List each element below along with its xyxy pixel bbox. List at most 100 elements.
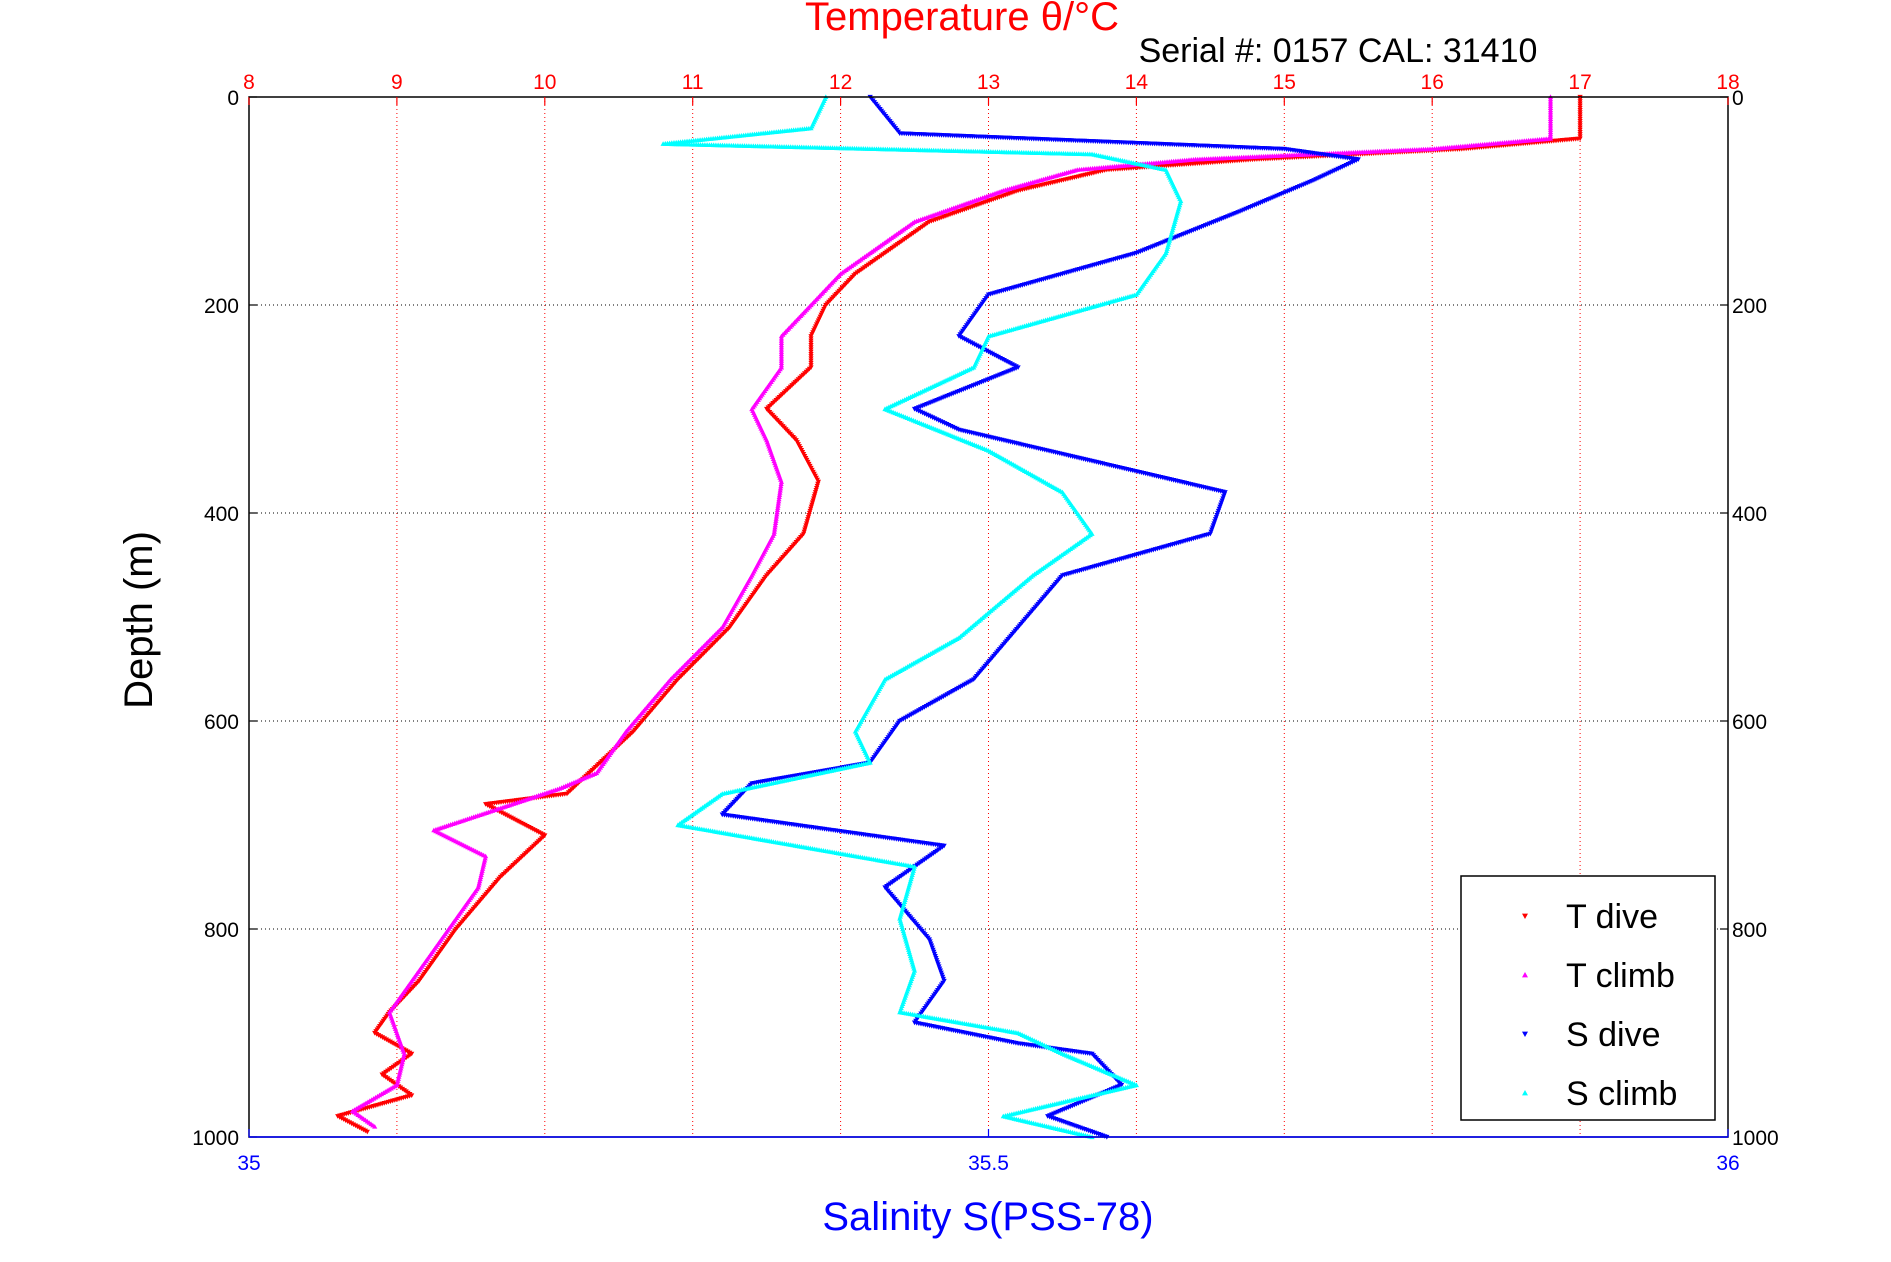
data-point xyxy=(481,861,487,867)
series-s-dive xyxy=(719,94,1361,1140)
data-point xyxy=(772,520,779,526)
data-point xyxy=(772,524,778,530)
temperature-axis-title: Temperature θ/°C xyxy=(805,0,1119,39)
data-point xyxy=(483,853,489,859)
data-point xyxy=(778,483,784,489)
data-point xyxy=(772,522,778,528)
temperature-tick-label: 14 xyxy=(1125,71,1149,94)
data-point xyxy=(477,878,483,884)
data-point xyxy=(773,513,780,519)
legend-label-t-dive: T dive xyxy=(1566,898,1658,936)
data-point xyxy=(482,855,488,861)
data-point xyxy=(778,481,784,487)
data-point xyxy=(372,1124,378,1129)
depth-axis-title: Depth (m) xyxy=(117,531,161,709)
data-point xyxy=(397,1067,403,1073)
data-point xyxy=(774,509,780,515)
data-point xyxy=(772,526,778,532)
data-point xyxy=(480,866,486,871)
data-point xyxy=(364,1129,370,1135)
temperature-tick-label: 13 xyxy=(977,71,1000,94)
data-point xyxy=(773,518,779,523)
temperature-tick-label: 8 xyxy=(243,71,255,94)
series-s-climb xyxy=(660,94,1184,1140)
depth-tick-label-left: 400 xyxy=(204,503,239,526)
salinity-tick-label: 35 xyxy=(237,1152,260,1175)
serial-cal-label: Serial #: 0157 CAL: 31410 xyxy=(1139,32,1538,70)
data-point xyxy=(476,880,482,886)
series-t-climb xyxy=(349,94,1554,1129)
data-point xyxy=(395,1078,401,1083)
legend-box xyxy=(1460,875,1716,1121)
data-layer xyxy=(335,94,1583,1140)
legend-marker xyxy=(1522,1090,1528,1096)
data-point xyxy=(399,1059,405,1065)
data-point xyxy=(478,872,484,877)
data-point xyxy=(478,874,484,880)
data-point xyxy=(777,487,783,493)
depth-tick-label-left: 200 xyxy=(204,295,239,318)
temperature-tick-label: 16 xyxy=(1421,71,1444,94)
data-point xyxy=(776,496,782,502)
depth-tick-label-left: 800 xyxy=(204,919,239,942)
data-point xyxy=(776,498,782,504)
legend-label-t-climb: T climb xyxy=(1566,957,1675,995)
data-point xyxy=(774,511,780,517)
data-point xyxy=(481,859,487,865)
legend-label-s-climb: S climb xyxy=(1566,1075,1677,1113)
data-point xyxy=(398,1065,404,1071)
data-point xyxy=(476,882,482,888)
data-point xyxy=(480,864,486,869)
legend-label-s-dive: S dive xyxy=(1566,1016,1661,1054)
salinity-tick-label: 36 xyxy=(1716,1152,1739,1175)
temperature-tick-label: 17 xyxy=(1568,71,1591,94)
depth-tick-label-right: 1000 xyxy=(1732,1127,1779,1150)
depth-tick-label-right: 400 xyxy=(1732,503,1767,526)
salinity-axis-title: Salinity S(PSS-78) xyxy=(822,1195,1153,1239)
salinity-tick-label: 35.5 xyxy=(968,1152,1009,1175)
depth-tick-label-right: 600 xyxy=(1732,711,1767,734)
temperature-tick-label: 15 xyxy=(1273,71,1296,94)
data-point xyxy=(395,1076,401,1081)
data-point xyxy=(400,1055,406,1061)
data-point xyxy=(774,507,781,513)
data-point xyxy=(398,1063,404,1069)
data-point xyxy=(482,857,488,863)
temperature-tick-label: 18 xyxy=(1716,71,1739,94)
data-point xyxy=(775,500,781,506)
legend-marker xyxy=(1522,972,1528,978)
depth-tick-label-left: 1000 xyxy=(192,1127,239,1150)
data-point xyxy=(775,505,781,510)
legend-markers xyxy=(1522,913,1528,1096)
data-point xyxy=(777,490,783,495)
data-point xyxy=(479,868,485,873)
depth-tick-label-right: 200 xyxy=(1732,295,1767,318)
temperature-tick-label: 11 xyxy=(682,71,704,94)
data-point xyxy=(479,870,485,875)
legend-marker xyxy=(1522,1031,1528,1037)
data-point xyxy=(776,494,782,500)
data-point xyxy=(396,1072,402,1077)
data-point xyxy=(778,479,785,484)
data-point xyxy=(396,1074,402,1079)
data-point xyxy=(773,516,779,521)
legend-marker xyxy=(1522,913,1528,919)
depth-tick-label-right: 0 xyxy=(1732,87,1744,110)
data-point xyxy=(397,1069,403,1075)
data-point xyxy=(776,492,783,497)
depth-tick-label-left: 0 xyxy=(227,87,239,110)
data-point xyxy=(771,529,777,534)
data-point xyxy=(477,876,483,882)
temperature-tick-label: 12 xyxy=(829,71,852,94)
data-point xyxy=(775,503,781,508)
data-point xyxy=(394,1080,400,1085)
data-point xyxy=(777,485,784,491)
legend: T dive T climb S dive S climb xyxy=(1460,875,1716,1121)
depth-tick-label-right: 800 xyxy=(1732,919,1767,942)
data-point xyxy=(401,1051,407,1056)
data-point xyxy=(401,1053,407,1058)
series-t-dive xyxy=(335,94,1583,1135)
depth-tick-label-left: 600 xyxy=(204,711,239,734)
